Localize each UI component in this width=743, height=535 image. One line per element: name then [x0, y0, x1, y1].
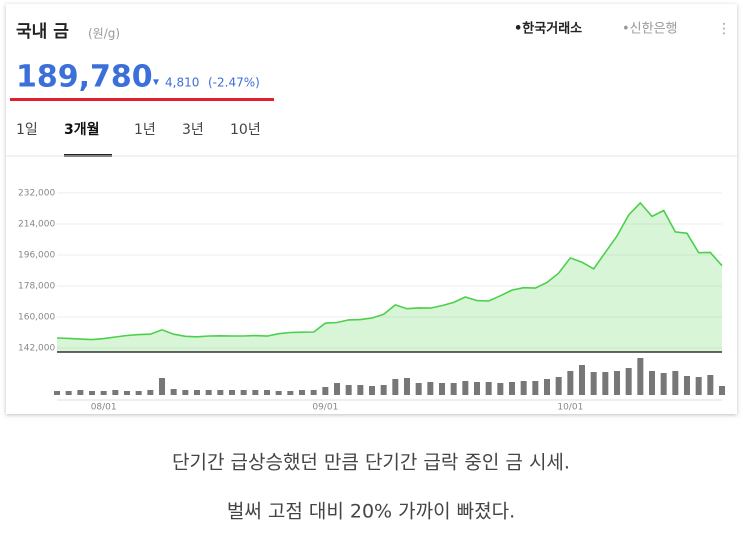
volume-bar [322, 387, 329, 395]
highlight-underline [10, 98, 274, 101]
volume-bar [380, 385, 387, 395]
volume-bar [159, 378, 165, 395]
volume-bar [637, 358, 644, 395]
line [56, 201, 723, 341]
volume-bar [579, 365, 585, 395]
change-icon: ▾ [153, 75, 159, 89]
volume-bar [602, 372, 609, 395]
volume-bar [252, 390, 259, 395]
volume-bar [474, 382, 480, 395]
unit: (원/g) [88, 27, 120, 41]
volume-bar [450, 383, 457, 395]
y-tick-label: 232,000 [18, 188, 55, 198]
volume-bar [89, 391, 95, 395]
tab[interactable]: 3개월 [64, 121, 100, 138]
tab[interactable]: 10년 [230, 122, 261, 138]
volume-bar [357, 385, 364, 395]
volume-bar [334, 383, 340, 395]
volume-bar [170, 389, 177, 395]
volume-bar [567, 371, 574, 395]
volume-bar [684, 376, 690, 395]
tab[interactable]: 3년 [182, 122, 204, 138]
y-tick-label: 160,000 [18, 313, 55, 323]
price: 189,780 [16, 60, 153, 95]
volume-bar [462, 381, 469, 395]
volume-bar [660, 373, 667, 395]
volume-bar [54, 391, 60, 395]
y-tick-label: 142,000 [18, 344, 55, 354]
volume-bar [707, 375, 714, 395]
volume-bar [614, 371, 620, 395]
volume-bar [275, 391, 282, 395]
volume-bar [415, 383, 422, 395]
volume-bar [590, 372, 597, 395]
volume-bar [345, 385, 352, 395]
volume-bar [194, 390, 200, 395]
volume-bar [135, 391, 142, 395]
volume-bar [672, 371, 679, 395]
source[interactable]: •신한은행 [622, 21, 678, 37]
volume-bar [404, 378, 410, 395]
volume-bar [497, 383, 504, 395]
volume-bar [369, 386, 375, 395]
volume-bar [555, 377, 562, 395]
x-tick-label: 08/01 [91, 403, 117, 413]
volume-bar [147, 390, 154, 395]
source[interactable]: •한국거래소 [514, 21, 582, 37]
volume-bar [264, 390, 270, 395]
menu[interactable]: ⋮ [717, 21, 731, 37]
x-tick-label: 10/01 [557, 403, 583, 413]
volume-bar [112, 390, 119, 395]
change: 4,810 [165, 76, 199, 90]
volume-bar [695, 377, 702, 395]
change-percent: (-2.47%) [208, 76, 260, 90]
y-tick-label: 196,000 [18, 250, 55, 260]
tab[interactable]: 1일 [16, 122, 38, 138]
volume-bar [427, 382, 434, 395]
volume-bar [100, 391, 107, 395]
volume-bar [532, 381, 539, 395]
volume-bar [65, 391, 72, 395]
volume-bar [310, 390, 317, 395]
caption: 벌써 고점 대비 20% 가까이 빠졌다. [227, 501, 515, 523]
volume-bar [520, 381, 527, 395]
volume-bar [509, 382, 515, 395]
tab[interactable]: 1년 [134, 122, 156, 138]
caption: 단기간 급상승했던 만큼 단기간 급락 중인 금 시세. [172, 452, 570, 474]
y-tick-label: 214,000 [18, 219, 55, 229]
area [57, 202, 722, 352]
volume-bar [229, 390, 235, 395]
chart: 142,000 160,000 178,000 196,000 214,000 232,0… [18, 188, 725, 413]
volume-bar [287, 391, 294, 395]
volume-bar [182, 390, 189, 395]
volume-bar [205, 390, 212, 395]
volume-bar [649, 371, 655, 395]
volume-bar [217, 390, 224, 395]
card [6, 4, 737, 414]
volume-bar [299, 390, 305, 395]
volume-bar [124, 391, 130, 395]
volume-bar [485, 382, 492, 395]
title: 국내 금 [16, 22, 69, 42]
volume-bar [625, 368, 632, 395]
volume-bar [392, 379, 399, 395]
volume-bar [439, 383, 445, 395]
volume-bar [544, 379, 550, 395]
volume-bar [719, 386, 725, 395]
volume-bar [77, 390, 84, 395]
y-tick-label: 178,000 [18, 281, 55, 291]
x-tick-label: 09/01 [312, 403, 338, 413]
volume-bar [240, 390, 247, 395]
